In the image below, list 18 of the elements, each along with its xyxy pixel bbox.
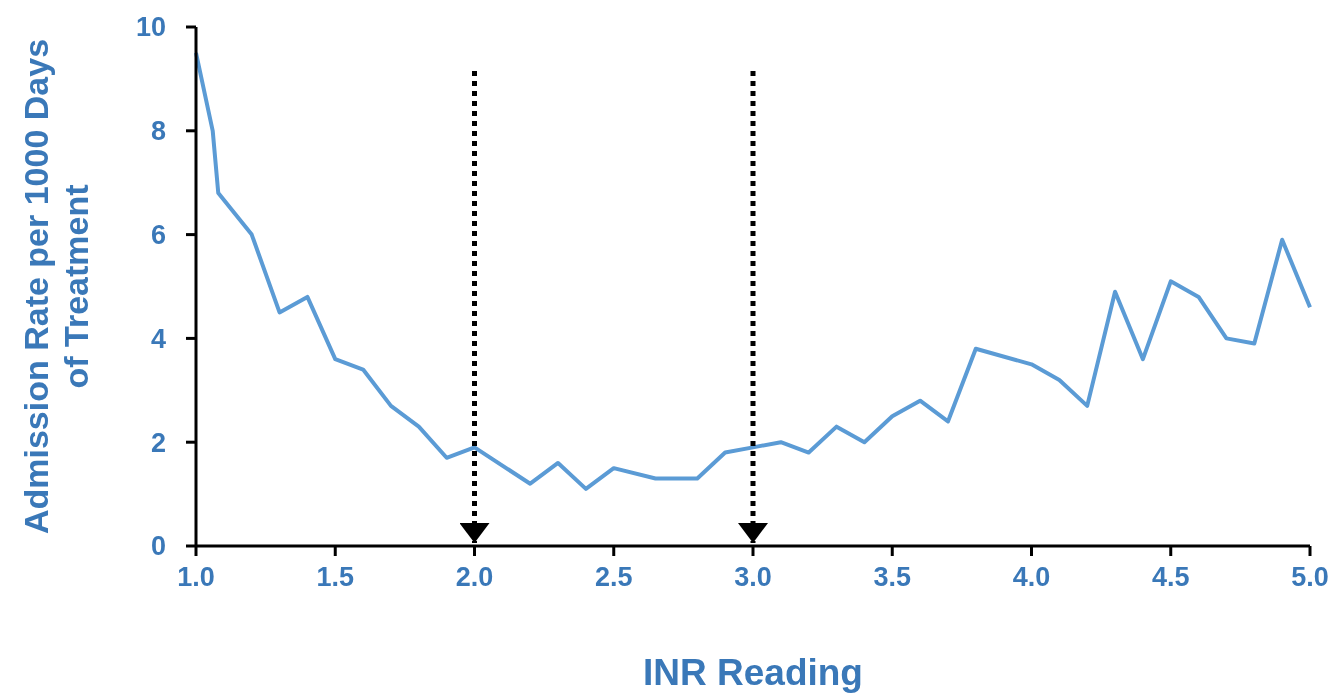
x-tick-label: 1.0	[177, 562, 215, 592]
y-tick-label: 6	[150, 220, 166, 251]
x-tick-label: 2.0	[455, 562, 494, 592]
x-tick-label: 2.5	[594, 562, 633, 592]
line-series	[194, 50, 1312, 491]
y-tick-label: 0	[150, 531, 166, 562]
x-tick-label: 1.5	[316, 562, 355, 592]
x-tick-label: 4.0	[1012, 562, 1051, 592]
y-tick-label: 8	[150, 116, 166, 147]
x-tick-label: 5.0	[1291, 562, 1329, 592]
y-tick-label: 10	[135, 12, 166, 43]
y-tick-label: 2	[150, 427, 166, 458]
y-axis-title: Admission Rate per 1000 Days of Treatment	[17, 38, 95, 535]
x-tick-label: 3.0	[734, 562, 772, 592]
x-tick-label: 4.5	[1151, 562, 1190, 592]
x-axis-title: INR Reading	[643, 652, 863, 693]
y-tick-label: 4	[150, 323, 166, 354]
x-tick-label: 3.5	[873, 562, 912, 592]
